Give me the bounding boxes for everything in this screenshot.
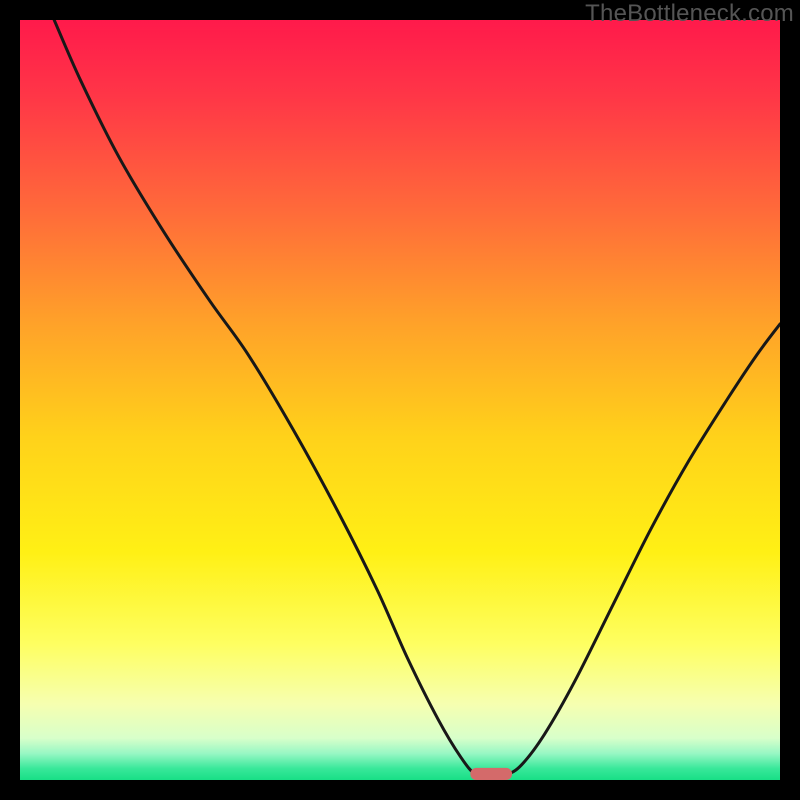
chart-frame: TheBottleneck.com (0, 0, 800, 800)
watermark-text: TheBottleneck.com (585, 0, 794, 28)
gradient-background (20, 20, 780, 780)
optimal-marker (470, 768, 512, 780)
bottleneck-chart (20, 20, 780, 780)
